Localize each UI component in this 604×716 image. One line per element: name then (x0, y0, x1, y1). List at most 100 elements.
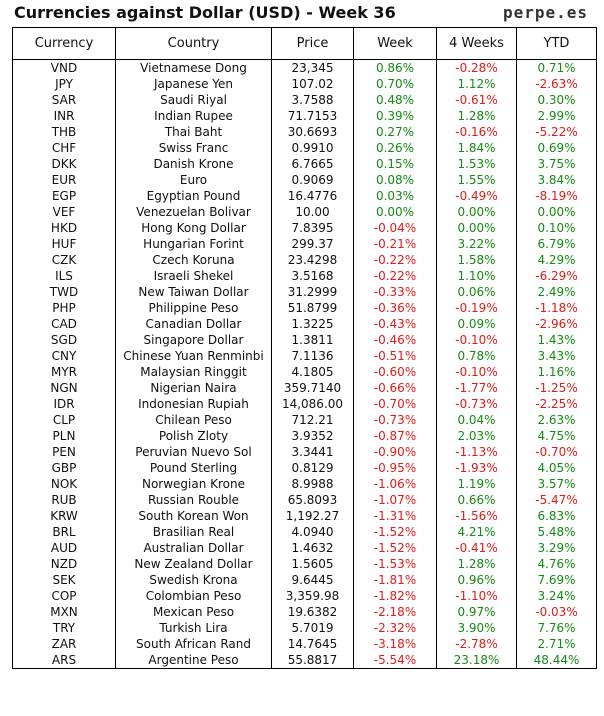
cell-currency: EGP (12, 188, 116, 204)
table-row: CAD Canadian Dollar 1.3225 -0.43% 0.09% -2.96… (12, 316, 597, 332)
cell-4-weeks: 0.78% (436, 348, 517, 364)
cell-price: 107.02 (271, 76, 354, 92)
cell-price: 1.3225 (271, 316, 354, 332)
cell-ytd: -0.70% (516, 444, 597, 460)
cell-price: 0.9910 (271, 140, 354, 156)
table-row: GBP Pound Sterling 0.8129 -0.95% -1.93% 4.05% (12, 460, 597, 476)
cell-currency: PEN (12, 444, 116, 460)
cell-week: 0.48% (353, 92, 437, 108)
cell-ytd: 4.76% (516, 556, 597, 572)
table-row: SAR Saudi Riyal 3.7588 0.48% -0.61% 0.30% (12, 92, 597, 108)
cell-currency: EUR (12, 172, 116, 188)
cell-currency: ZAR (12, 636, 116, 652)
cell-4-weeks: 3.90% (436, 620, 517, 636)
cell-currency: VEF (12, 204, 116, 220)
table-header-row: Currency Country Price Week 4 Weeks YTD (12, 27, 597, 60)
cell-country: Chinese Yuan Renminbi (115, 348, 272, 364)
cell-ytd: 48.44% (516, 652, 597, 669)
cell-country: Israeli Shekel (115, 268, 272, 284)
cell-ytd: -6.29% (516, 268, 597, 284)
table-row: NZD New Zealand Dollar 1.5605 -1.53% 1.28% 4.… (12, 556, 597, 572)
cell-country: Peruvian Nuevo Sol (115, 444, 272, 460)
cell-country: Swiss Franc (115, 140, 272, 156)
table-row: VND Vietnamese Dong 23,345 0.86% -0.28% 0.71% (12, 59, 597, 76)
cell-ytd: 7.76% (516, 620, 597, 636)
cell-ytd: 6.83% (516, 508, 597, 524)
cell-4-weeks: 1.55% (436, 172, 517, 188)
cell-ytd: -2.25% (516, 396, 597, 412)
cell-price: 1.3811 (271, 332, 354, 348)
cell-currency: CLP (12, 412, 116, 428)
column-header-4-weeks: 4 Weeks (436, 27, 517, 60)
cell-week: -0.70% (353, 396, 437, 412)
cell-4-weeks: -1.77% (436, 380, 517, 396)
cell-country: Swedish Krona (115, 572, 272, 588)
cell-country: Thai Baht (115, 124, 272, 140)
table-row: HUF Hungarian Forint 299.37 -0.21% 3.22% 6.79… (12, 236, 597, 252)
cell-currency: PLN (12, 428, 116, 444)
cell-week: -0.51% (353, 348, 437, 364)
cell-currency: ILS (12, 268, 116, 284)
cell-4-weeks: 0.09% (436, 316, 517, 332)
cell-ytd: 0.10% (516, 220, 597, 236)
cell-week: -1.52% (353, 540, 437, 556)
cell-price: 0.9069 (271, 172, 354, 188)
cell-week: -0.43% (353, 316, 437, 332)
cell-price: 9.6445 (271, 572, 354, 588)
cell-country: Russian Rouble (115, 492, 272, 508)
cell-ytd: 4.05% (516, 460, 597, 476)
cell-currency: SAR (12, 92, 116, 108)
cell-week: -0.21% (353, 236, 437, 252)
cell-week: 0.70% (353, 76, 437, 92)
cell-4-weeks: 23.18% (436, 652, 517, 669)
cell-week: 0.08% (353, 172, 437, 188)
cell-price: 8.9988 (271, 476, 354, 492)
table-row: SGD Singapore Dollar 1.3811 -0.46% -0.10% 1.4… (12, 332, 597, 348)
cell-week: -0.22% (353, 268, 437, 284)
cell-week: -0.90% (353, 444, 437, 460)
cell-country: Canadian Dollar (115, 316, 272, 332)
cell-4-weeks: 1.53% (436, 156, 517, 172)
cell-price: 31.2999 (271, 284, 354, 300)
table-row: RUB Russian Rouble 65.8093 -1.07% 0.66% -5.47… (12, 492, 597, 508)
cell-4-weeks: -1.56% (436, 508, 517, 524)
cell-currency: PHP (12, 300, 116, 316)
cell-currency: CAD (12, 316, 116, 332)
cell-price: 30.6693 (271, 124, 354, 140)
cell-price: 16.4776 (271, 188, 354, 204)
cell-4-weeks: 1.19% (436, 476, 517, 492)
cell-ytd: 2.99% (516, 108, 597, 124)
cell-4-weeks: 3.22% (436, 236, 517, 252)
cell-week: -0.33% (353, 284, 437, 300)
table-row: MXN Mexican Peso 19.6382 -2.18% 0.97% -0.03% (12, 604, 597, 620)
cell-country: Philippine Peso (115, 300, 272, 316)
cell-4-weeks: -1.93% (436, 460, 517, 476)
currency-table: Currency Country Price Week 4 Weeks YTD … (12, 27, 597, 669)
page-title: Currencies against Dollar (USD) - Week 3… (14, 3, 396, 22)
cell-week: -2.18% (353, 604, 437, 620)
cell-4-weeks: 0.00% (436, 220, 517, 236)
cell-4-weeks: -2.78% (436, 636, 517, 652)
cell-4-weeks: -0.73% (436, 396, 517, 412)
cell-ytd: 4.75% (516, 428, 597, 444)
table-row: SEK Swedish Krona 9.6445 -1.81% 0.96% 7.69% (12, 572, 597, 588)
cell-country: Hong Kong Dollar (115, 220, 272, 236)
cell-price: 71.7153 (271, 108, 354, 124)
cell-ytd: 0.71% (516, 59, 597, 76)
table-row: CLP Chilean Peso 712.21 -0.73% 0.04% 2.63% (12, 412, 597, 428)
cell-currency: TRY (12, 620, 116, 636)
table-row: CHF Swiss Franc 0.9910 0.26% 1.84% 0.69% (12, 140, 597, 156)
cell-currency: COP (12, 588, 116, 604)
cell-ytd: 3.57% (516, 476, 597, 492)
cell-currency: DKK (12, 156, 116, 172)
cell-4-weeks: 0.96% (436, 572, 517, 588)
cell-country: South Korean Won (115, 508, 272, 524)
cell-price: 65.8093 (271, 492, 354, 508)
cell-week: -1.06% (353, 476, 437, 492)
cell-4-weeks: 1.12% (436, 76, 517, 92)
cell-ytd: 2.63% (516, 412, 597, 428)
cell-price: 7.8395 (271, 220, 354, 236)
column-header-ytd: YTD (516, 27, 597, 60)
cell-4-weeks: 2.03% (436, 428, 517, 444)
cell-price: 299.37 (271, 236, 354, 252)
